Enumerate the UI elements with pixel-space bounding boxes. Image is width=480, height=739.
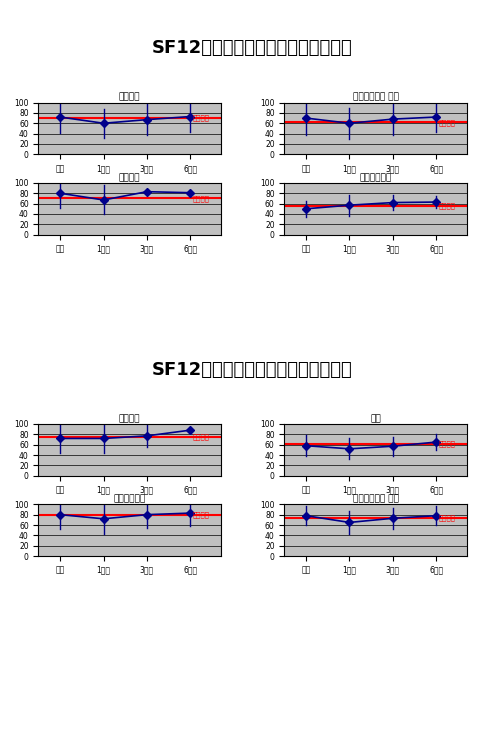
Text: 全国平均: 全国平均 (437, 202, 455, 209)
Text: 全国平均: 全国平均 (192, 115, 209, 121)
Text: 全国平均: 全国平均 (437, 119, 455, 126)
Text: 全国平均: 全国平均 (437, 440, 455, 447)
Title: 活力: 活力 (369, 414, 380, 423)
Title: 日常役割機能 身体: 日常役割機能 身体 (352, 93, 397, 102)
Text: 全国平均: 全国平均 (192, 195, 209, 202)
Title: 体の痛み: 体の痛み (119, 173, 140, 182)
Title: 社会生活機能: 社会生活機能 (113, 494, 145, 503)
Title: 日常役割機能 精神: 日常役割機能 精神 (352, 494, 397, 503)
Title: 心の健康: 心の健康 (119, 414, 140, 423)
Text: 全国平均: 全国平均 (192, 511, 209, 518)
Title: 全体的健康観: 全体的健康観 (359, 173, 391, 182)
Text: 全国平均: 全国平均 (192, 434, 209, 440)
Text: SF12下位尺度の推移－身体的健康度: SF12下位尺度の推移－身体的健康度 (152, 39, 352, 57)
Title: 身体機能: 身体機能 (119, 93, 140, 102)
Text: 全国平均: 全国平均 (437, 514, 455, 521)
Text: SF12下位尺度の推移－精神的健康度: SF12下位尺度の推移－精神的健康度 (152, 361, 352, 378)
